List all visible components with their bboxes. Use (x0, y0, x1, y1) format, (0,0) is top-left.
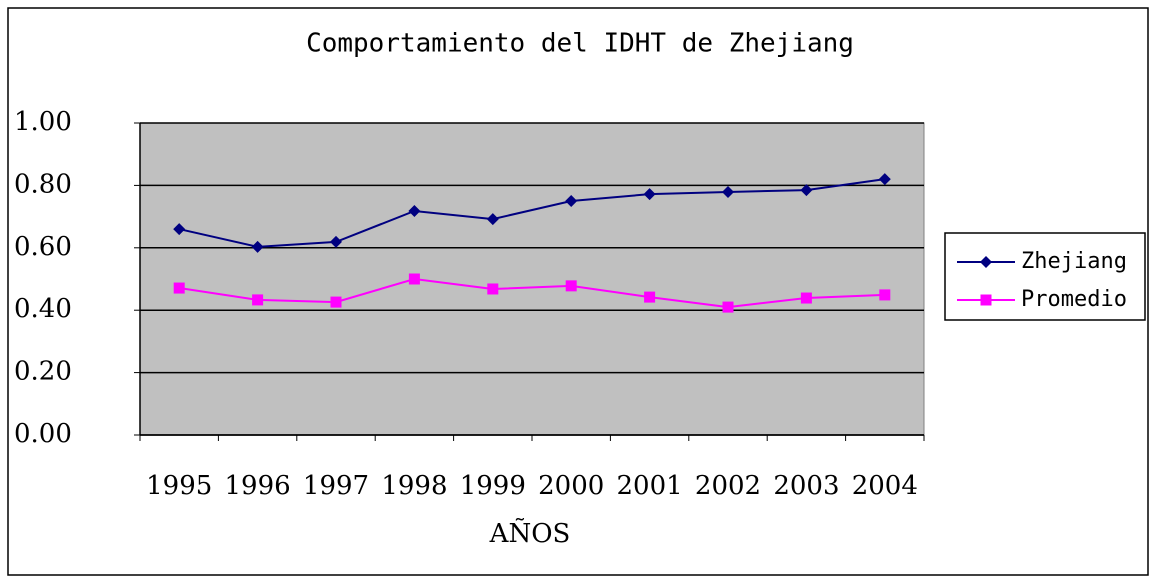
marker (980, 256, 992, 268)
marker (722, 301, 734, 313)
legend-label: Promedio (1021, 287, 1127, 312)
x-tick-label: 1995 (146, 471, 212, 501)
series-line (178, 178, 885, 248)
marker (980, 294, 992, 306)
marker (486, 213, 499, 226)
x-tick-label: 1996 (225, 471, 291, 501)
marker (408, 204, 421, 217)
y-tick-label: 0.00 (14, 419, 72, 449)
x-axis-title: AÑOS (489, 517, 571, 549)
marker (173, 223, 186, 236)
marker (565, 195, 578, 207)
marker (408, 273, 420, 285)
x-tick-label: 2002 (695, 471, 761, 501)
marker (565, 280, 577, 292)
marker (879, 289, 891, 301)
marker (644, 291, 656, 303)
legend-box (944, 232, 1146, 321)
marker (643, 188, 656, 201)
plot-area (139, 122, 925, 436)
marker (487, 283, 499, 295)
x-tick-label: 2004 (852, 471, 918, 501)
y-tick-label: 0.40 (14, 294, 72, 324)
x-tick-label: 1997 (303, 471, 369, 501)
y-tick-label: 1.00 (14, 107, 72, 137)
series-line (179, 277, 885, 309)
marker (800, 292, 812, 304)
x-tick-label: 2001 (617, 471, 683, 501)
marker (251, 240, 264, 253)
x-tick-label: 1999 (460, 471, 526, 501)
marker (330, 235, 342, 248)
marker (330, 296, 342, 308)
marker (173, 282, 185, 294)
y-tick-label: 0.60 (14, 232, 72, 262)
chart-title: Comportamiento del IDHT de Zhejiang (306, 29, 854, 59)
y-tick-label: 0.80 (14, 169, 72, 199)
legend-label: Zhejiang (1021, 249, 1127, 274)
y-tick-label: 0.20 (14, 357, 72, 387)
marker (252, 294, 264, 306)
x-tick-label: 1998 (381, 471, 447, 501)
marker (878, 173, 891, 186)
marker (722, 185, 734, 198)
x-tick-label: 2003 (773, 471, 839, 501)
x-tick-label: 2000 (538, 471, 604, 501)
marker (800, 184, 813, 197)
